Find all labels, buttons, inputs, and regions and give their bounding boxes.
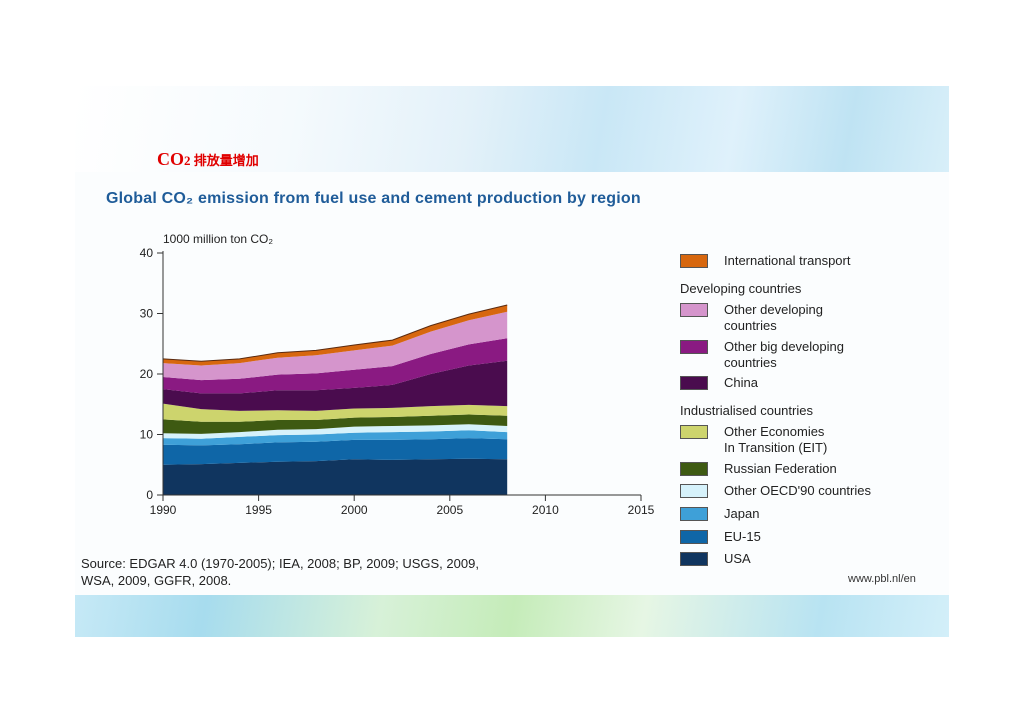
source-note: Source: EDGAR 4.0 (1970-2005); IEA, 2008…	[81, 556, 479, 588]
y-tick-label-0: 0	[146, 488, 153, 502]
y-tick-label-20: 20	[140, 367, 154, 381]
area-other-oecd-90-countries	[163, 424, 508, 439]
legend-label-russia: Russian Federation	[724, 461, 837, 476]
y-axis-unit-label: 1000 million ton CO₂	[163, 232, 274, 246]
area-other-big-developing-countries	[163, 338, 508, 394]
source-url: www.pbl.nl/en	[848, 573, 916, 585]
area-total-outline	[162, 304, 508, 362]
legend-item-other-big-developing: Other big developing countries	[680, 339, 914, 371]
legend-swatch-other-oecd	[680, 484, 708, 498]
area-russian-federation	[163, 414, 508, 434]
x-tick-label-2005: 2005	[436, 503, 463, 517]
area-other-developing-countries	[163, 311, 508, 381]
area-eu-15	[163, 438, 508, 465]
header-band	[75, 86, 949, 172]
legend-swatch-russia	[680, 462, 708, 476]
legend-swatch-eu15	[680, 530, 708, 544]
area-china	[163, 360, 508, 411]
legend-label-china: China	[724, 375, 758, 390]
x-tick-label-2010: 2010	[532, 503, 559, 517]
legend-label-eu15: EU-15	[724, 529, 761, 544]
legend-label-other-big-developing: Other big developing countries	[724, 339, 844, 370]
area-other-economies-in-transition-eit	[163, 403, 508, 422]
legend-swatch-usa	[680, 552, 708, 566]
legend-header-developing: Developing countries	[680, 281, 802, 296]
footer-band	[75, 595, 949, 637]
stacked-area-chart: 0 10 20 30 40 1990 1995 2000 2005 2010 2015	[140, 246, 655, 517]
legend-swatch-other-developing	[680, 303, 708, 317]
legend-label-other-developing: Other developing countries	[724, 302, 824, 333]
y-tick-label-10: 10	[140, 428, 154, 442]
legend-item-eu15: EU-15	[680, 529, 914, 545]
legend-item-other-oecd: Other OECD'90 countries	[680, 483, 914, 499]
x-tick-label-2000: 2000	[341, 503, 368, 517]
legend-item-intl: International transport	[680, 253, 914, 269]
legend-item-eit: Other Economies In Transition (EIT)	[680, 424, 914, 456]
y-tick-label-30: 30	[140, 307, 154, 321]
legend-swatch-eit	[680, 425, 708, 439]
legend-label-japan: Japan	[724, 506, 760, 521]
legend-swatch-intl	[680, 254, 708, 268]
area-japan	[163, 430, 508, 446]
legend-label-usa: USA	[724, 551, 751, 566]
x-tick-label-1990: 1990	[150, 503, 177, 517]
legend-swatch-other-big-developing	[680, 340, 708, 354]
area-usa	[163, 458, 508, 495]
slide-title-co: CO	[157, 149, 184, 169]
legend-label-eit: Other Economies In Transition (EIT)	[724, 424, 828, 455]
legend-header-industrialised: Industrialised countries	[680, 403, 813, 418]
slide: CO2 排放量增加 0 10 20 30 40 1990 1995 2000 2005 2010 2…	[75, 86, 949, 637]
x-tick-label-1995: 1995	[245, 503, 272, 517]
legend-item-russia: Russian Federation	[680, 461, 914, 477]
slide-title: CO2 排放量增加	[157, 149, 259, 170]
legend-item-japan: Japan	[680, 506, 914, 522]
legend-swatch-china	[680, 376, 708, 390]
chart-title: Global CO₂ emission from fuel use and ce…	[106, 190, 641, 207]
legend-item-usa: USA	[680, 551, 914, 567]
slide-title-rest: 2 排放量增加	[184, 153, 259, 168]
legend-swatch-japan	[680, 507, 708, 521]
chart-panel: 0 10 20 30 40 1990 1995 2000 2005 2010 2015	[75, 172, 949, 595]
legend-label-intl: International transport	[724, 253, 851, 268]
legend-item-other-developing: Other developing countries	[680, 302, 914, 334]
legend-label-other-oecd: Other OECD'90 countries	[724, 483, 871, 498]
x-tick-label-2015: 2015	[628, 503, 655, 517]
y-tick-label-40: 40	[140, 246, 154, 260]
legend-item-china: China	[680, 375, 914, 391]
